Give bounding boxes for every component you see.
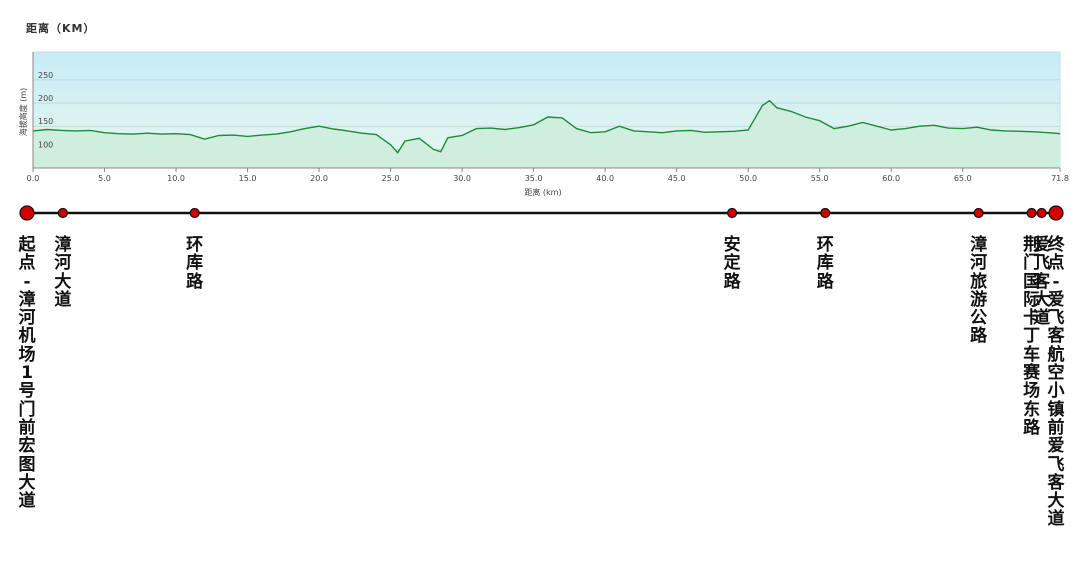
x-tick-label: 35.0 xyxy=(525,174,543,183)
x-tick-label: 10.0 xyxy=(167,174,185,183)
route-stop-label: 漳河大道 xyxy=(54,235,72,310)
route-stop-label: 荆门国际卡丁车赛场东路 xyxy=(1023,235,1041,438)
y-tick-label: 200 xyxy=(38,94,53,103)
x-tick-label: 65.0 xyxy=(954,174,972,183)
x-tick-label: 60.0 xyxy=(882,174,900,183)
route-stop-marker xyxy=(19,205,35,221)
x-tick-label: 5.0 xyxy=(98,174,111,183)
route-stop-label: 漳河旅游公路 xyxy=(970,235,988,347)
elevation-area xyxy=(33,100,1060,168)
x-tick-label: 0.0 xyxy=(27,174,40,183)
route-stop-label: 终点-爱飞客航空小镇前爱飞客大道 xyxy=(1047,235,1065,530)
x-tick-label: 15.0 xyxy=(239,174,257,183)
x-tick-label: 30.0 xyxy=(453,174,471,183)
x-axis-label: 距离 (km) xyxy=(524,187,561,197)
x-tick-label: 71.8 xyxy=(1051,174,1069,183)
x-tick-label: 25.0 xyxy=(382,174,400,183)
route-stop-marker xyxy=(1048,205,1064,221)
route-stop-marker xyxy=(973,207,984,219)
route-stop-label: 起点-漳河机场1号门前宏图大道 xyxy=(18,235,36,512)
x-tick-label: 45.0 xyxy=(668,174,686,183)
x-tick-label: 20.0 xyxy=(310,174,328,183)
chart-title: 距离（KM） xyxy=(26,22,96,35)
route-stop-marker xyxy=(727,207,738,219)
y-axis-ticks: 100 150 200 250 xyxy=(38,71,53,150)
route-stop-label: 环库路 xyxy=(186,235,204,292)
y-tick-label: 100 xyxy=(38,140,53,149)
x-tick-label: 40.0 xyxy=(596,174,614,183)
elevation-chart: 0.0 5.0 10.0 15.0 20.0 25.0 30.0 35.0 40.0 45.0 50… xyxy=(18,51,1069,221)
route-stop-marker xyxy=(57,207,68,219)
route-stop-marker xyxy=(189,207,200,219)
route-stop-marker xyxy=(1026,207,1037,219)
elevation-line xyxy=(32,99,1061,154)
route-stop-label: 环库路 xyxy=(816,235,834,292)
x-tick-label: 50.0 xyxy=(739,174,757,183)
route-stop-label: 安定路 xyxy=(723,235,741,292)
route-stop-marker xyxy=(820,207,831,219)
y-tick-label: 250 xyxy=(38,71,53,80)
y-axis-label: 海拔高度 (m) xyxy=(18,88,28,137)
x-tick-label: 55.0 xyxy=(811,174,829,183)
route-stop-label: 爱飞客大道 xyxy=(1033,235,1051,329)
y-tick-label: 150 xyxy=(38,117,53,126)
x-axis-ticks: 0.0 5.0 10.0 15.0 20.0 25.0 30.0 35.0 40.0 45.0 50… xyxy=(27,168,1069,183)
route-stop-markers xyxy=(19,205,1064,221)
route-stop-marker xyxy=(1036,207,1047,219)
